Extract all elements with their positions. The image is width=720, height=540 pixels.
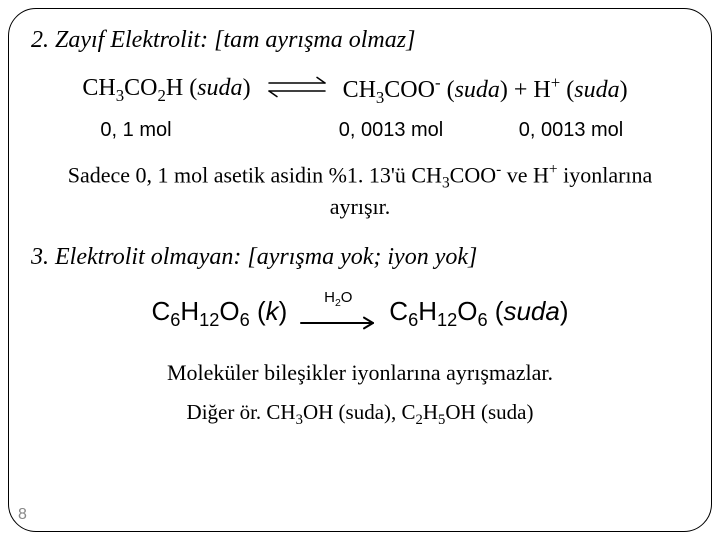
mol-amounts-row: 0, 1 mol 0, 0013 mol 0, 0013 mol	[31, 119, 689, 142]
eq2-left: C6H12O6 (k)	[151, 296, 287, 331]
heading-weak-electrolyte: 2. Zayıf Elektrolit: [tam ayrışma olmaz]	[31, 27, 689, 54]
mol-mid: 0, 0013 mol	[301, 119, 481, 142]
reaction-arrow-box: H2O	[299, 289, 377, 338]
eq1-left: CH3CO2H (suda)	[82, 75, 250, 106]
mol-right: 0, 0013 mol	[481, 119, 661, 142]
explanation-dissociation: Sadece 0, 1 mol asetik asidin %1. 13'ü C…	[61, 160, 659, 220]
slide-frame: 2. Zayıf Elektrolit: [tam ayrışma olmaz]…	[8, 8, 712, 532]
heading-non-electrolyte: 3. Elektrolit olmayan: [ayrışma yok; iyo…	[31, 244, 689, 271]
explanation-molecular: Moleküler bileşikler iyonlarına ayrışmaz…	[31, 360, 689, 386]
forward-arrow-icon	[299, 307, 377, 338]
equation-weak-electrolyte: CH3CO2H (suda) CH3COO- (suda) + H+ (suda…	[21, 72, 689, 109]
equation-non-electrolyte: C6H12O6 (k) H2O C6H12O6 (suda)	[31, 289, 689, 338]
equilibrium-arrow-icon	[265, 72, 329, 109]
mol-left: 0, 1 mol	[31, 119, 241, 142]
page-number: 8	[18, 506, 27, 524]
eq1-right: CH3COO- (suda) + H+ (suda)	[343, 73, 628, 108]
eq2-right: C6H12O6 (suda)	[389, 296, 568, 331]
arrow-label-h2o: H2O	[324, 289, 352, 309]
examples-other: Diğer ör. CH3OH (suda), C2H5OH (suda)	[31, 400, 689, 429]
